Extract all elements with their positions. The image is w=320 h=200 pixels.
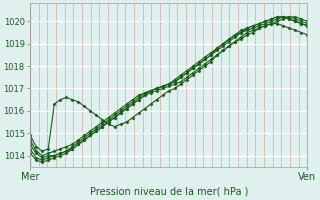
X-axis label: Pression niveau de la mer( hPa ): Pression niveau de la mer( hPa ) bbox=[90, 187, 248, 197]
